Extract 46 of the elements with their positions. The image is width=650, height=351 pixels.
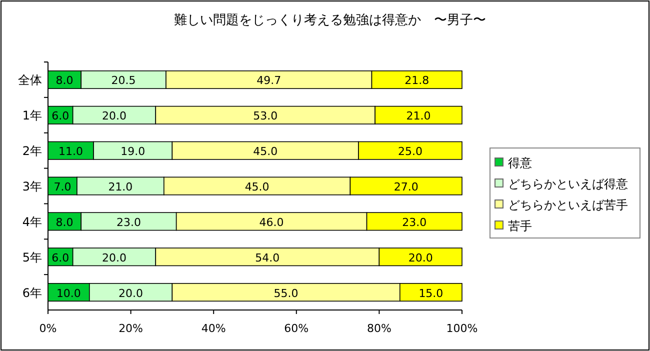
- data-label: 20.0: [408, 251, 433, 264]
- data-label: 10.0: [56, 286, 81, 300]
- data-label: 11.0: [58, 145, 84, 158]
- data-label: 8.0: [56, 216, 74, 229]
- data-label: 54.0: [255, 251, 280, 264]
- data-label: 49.7: [256, 74, 282, 88]
- x-tick-label: 20%: [118, 322, 144, 335]
- data-label: 21.8: [404, 74, 430, 88]
- legend-label: 苦手: [508, 219, 532, 233]
- data-label: 15.0: [418, 286, 444, 300]
- x-tick-label: 80%: [366, 322, 392, 335]
- y-tick-label: 6年: [22, 286, 42, 300]
- data-label: 7.0: [54, 180, 72, 194]
- data-label: 6.0: [52, 251, 70, 264]
- data-label: 20.0: [102, 251, 126, 264]
- chart-title: 難しい問題をじっくり考える勉強は得意か 〜男子〜: [174, 13, 486, 28]
- legend-label: どちらかといえば苦手: [508, 198, 628, 212]
- y-tick-label: 全体: [18, 73, 42, 88]
- legend-label: 得意: [508, 156, 532, 170]
- data-label: 45.0: [253, 145, 278, 158]
- data-label: 21.0: [406, 110, 431, 123]
- data-label: 20.5: [111, 74, 136, 88]
- data-label: 23.0: [116, 216, 141, 229]
- data-label: 27.0: [394, 180, 418, 194]
- data-label: 8.0: [56, 74, 74, 88]
- y-tick-label: 3年: [22, 180, 42, 194]
- legend-label: どちらかといえば得意: [508, 177, 628, 191]
- data-label: 25.0: [398, 145, 422, 158]
- data-label: 20.0: [102, 110, 126, 123]
- data-label: 19.0: [120, 145, 146, 158]
- y-tick-label: 1年: [22, 108, 42, 123]
- data-label: 6.0: [52, 110, 70, 123]
- data-label: 23.0: [402, 216, 427, 229]
- data-label: 45.0: [244, 180, 270, 194]
- x-tick-label: 0%: [39, 322, 57, 335]
- data-label: 55.0: [274, 286, 298, 300]
- data-label: 20.0: [118, 286, 144, 300]
- x-tick-label: 100%: [446, 322, 478, 335]
- x-tick-label: 60%: [284, 322, 309, 335]
- y-tick-label: 2年: [22, 144, 42, 158]
- data-label: 21.0: [108, 180, 133, 194]
- y-tick-label: 5年: [22, 250, 42, 264]
- x-tick-label: 40%: [201, 322, 226, 335]
- data-label: 46.0: [259, 216, 284, 229]
- data-label: 53.0: [253, 110, 278, 123]
- y-tick-label: 4年: [22, 214, 42, 229]
